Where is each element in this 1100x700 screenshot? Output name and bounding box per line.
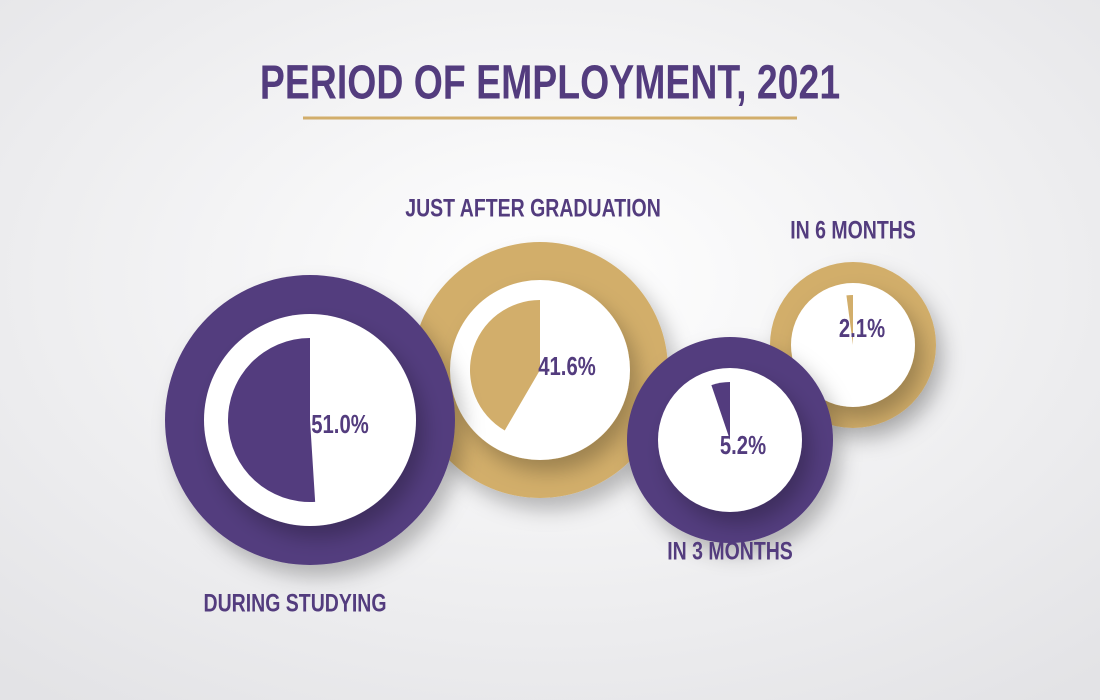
category-label: IN 3 MONTHS [667, 537, 793, 565]
category-label: IN 6 MONTHS [790, 216, 916, 244]
value-label: 5.2% [720, 430, 766, 459]
plot: 41.6% JUST AFTER GRADUATION 2.1% IN 6 MONTH… [165, 194, 936, 617]
value-label: 2.1% [839, 313, 885, 342]
value-label: 41.6% [538, 351, 596, 380]
value-label: 51.0% [311, 409, 369, 438]
wedge [228, 338, 316, 502]
wedge [469, 300, 540, 431]
category-label: DURING STUDYING [204, 589, 387, 617]
wedge [846, 295, 853, 345]
chart-title: PERIOD OF EMPLOYMENT, 2021 [260, 56, 840, 110]
wedge [711, 382, 730, 440]
category-label: JUST AFTER GRADUATION [405, 194, 661, 222]
